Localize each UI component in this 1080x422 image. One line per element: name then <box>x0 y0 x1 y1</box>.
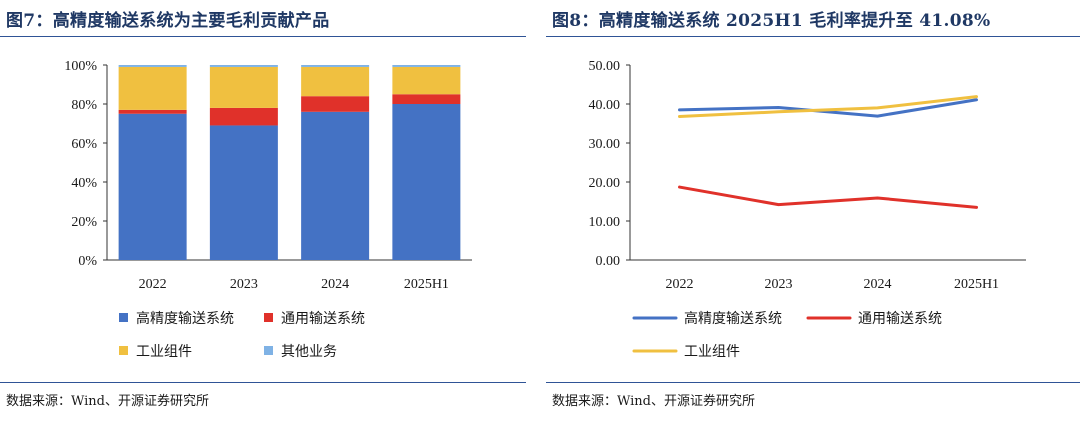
figure-8-source: 数据来源：Wind、开源证券研究所 <box>552 394 755 409</box>
y-tick-label: 80% <box>71 98 97 113</box>
bar-segment-2025H1 <box>392 66 461 95</box>
legend-swatch <box>264 346 273 355</box>
legend-label: 通用输送系统 <box>281 311 365 327</box>
x-tick-label: 2023 <box>765 277 793 292</box>
y-tick-label: 20% <box>71 215 97 230</box>
legend-swatch <box>119 313 128 322</box>
figure-7-source: 数据来源：Wind、开源证券研究所 <box>6 394 209 409</box>
y-tick-label: 40.00 <box>589 98 621 113</box>
legend-label: 其他业务 <box>281 344 337 360</box>
bar-segment-2025H1 <box>392 65 461 67</box>
bar-segment-2023 <box>209 65 278 67</box>
line-chart: 0.00 10.00 20.00 30.00 40.00 50.00 2022 2023 202… <box>589 59 1026 360</box>
legend-swatch <box>264 313 273 322</box>
stacked-bar-chart: 0% 20% 40% 60% 80% 100% 2022 2023 2024 2025H1 高精度输… <box>64 59 472 360</box>
y-tick-label: 100% <box>64 59 97 74</box>
y-tick-label: 30.00 <box>589 137 621 152</box>
y-tick-label: 10.00 <box>589 215 621 230</box>
bar-segment-2022 <box>118 65 187 67</box>
legend-swatch <box>119 346 128 355</box>
source-rule <box>546 382 1080 383</box>
x-tick-label: 2025H1 <box>954 277 999 292</box>
bar-segment-2023 <box>209 66 278 108</box>
series-line-通用输送系统 <box>678 185 978 209</box>
bar-segment-2025H1 <box>392 104 461 260</box>
bar-segment-2022 <box>118 113 187 260</box>
y-tick-label: 0% <box>78 254 97 269</box>
series-line-高精度输送系统 <box>678 98 978 118</box>
bar-segment-2024 <box>301 96 370 112</box>
title-rule <box>0 36 526 37</box>
legend-label: 高精度输送系统 <box>136 310 234 327</box>
figure-7-panel: 图7：高精度输送系统为主要毛利贡献产品 0% 20% 40% 60% 80% 100% 20… <box>0 0 526 422</box>
figure-8-panel: 图8：高精度输送系统 2025H1 毛利率提升至 41.08% 0.00 10.0… <box>546 0 1080 422</box>
source-rule <box>0 382 526 383</box>
y-tick-label: 40% <box>71 176 97 191</box>
x-tick-label: 2025H1 <box>404 277 449 292</box>
y-tick-label: 20.00 <box>589 176 621 191</box>
legend-label: 通用输送系统 <box>858 311 942 327</box>
x-tick-label: 2024 <box>864 277 892 292</box>
bar-segment-2024 <box>301 66 370 97</box>
bar-segment-2022 <box>118 66 187 110</box>
x-tick-label: 2023 <box>230 277 258 292</box>
y-tick-label: 50.00 <box>589 59 621 74</box>
x-tick-label: 2022 <box>666 277 694 292</box>
x-tick-label: 2024 <box>321 277 349 292</box>
y-tick-label: 60% <box>71 137 97 152</box>
series-line-工业组件 <box>678 95 978 118</box>
legend-label: 高精度输送系统 <box>684 310 782 327</box>
legend-label: 工业组件 <box>684 344 740 360</box>
bar-segment-2023 <box>209 107 278 126</box>
bar-segment-2024 <box>301 111 370 260</box>
bar-segment-2024 <box>301 65 370 67</box>
bar-segment-2022 <box>118 109 187 114</box>
figure-8-title: 图8：高精度输送系统 2025H1 毛利率提升至 41.08% <box>552 11 991 31</box>
title-rule <box>546 36 1080 37</box>
legend-label: 工业组件 <box>136 344 192 360</box>
figure-7-title: 图7：高精度输送系统为主要毛利贡献产品 <box>6 11 330 31</box>
y-tick-label: 0.00 <box>596 254 621 269</box>
bar-segment-2025H1 <box>392 94 461 104</box>
x-tick-label: 2022 <box>139 277 167 292</box>
bar-segment-2023 <box>209 125 278 260</box>
